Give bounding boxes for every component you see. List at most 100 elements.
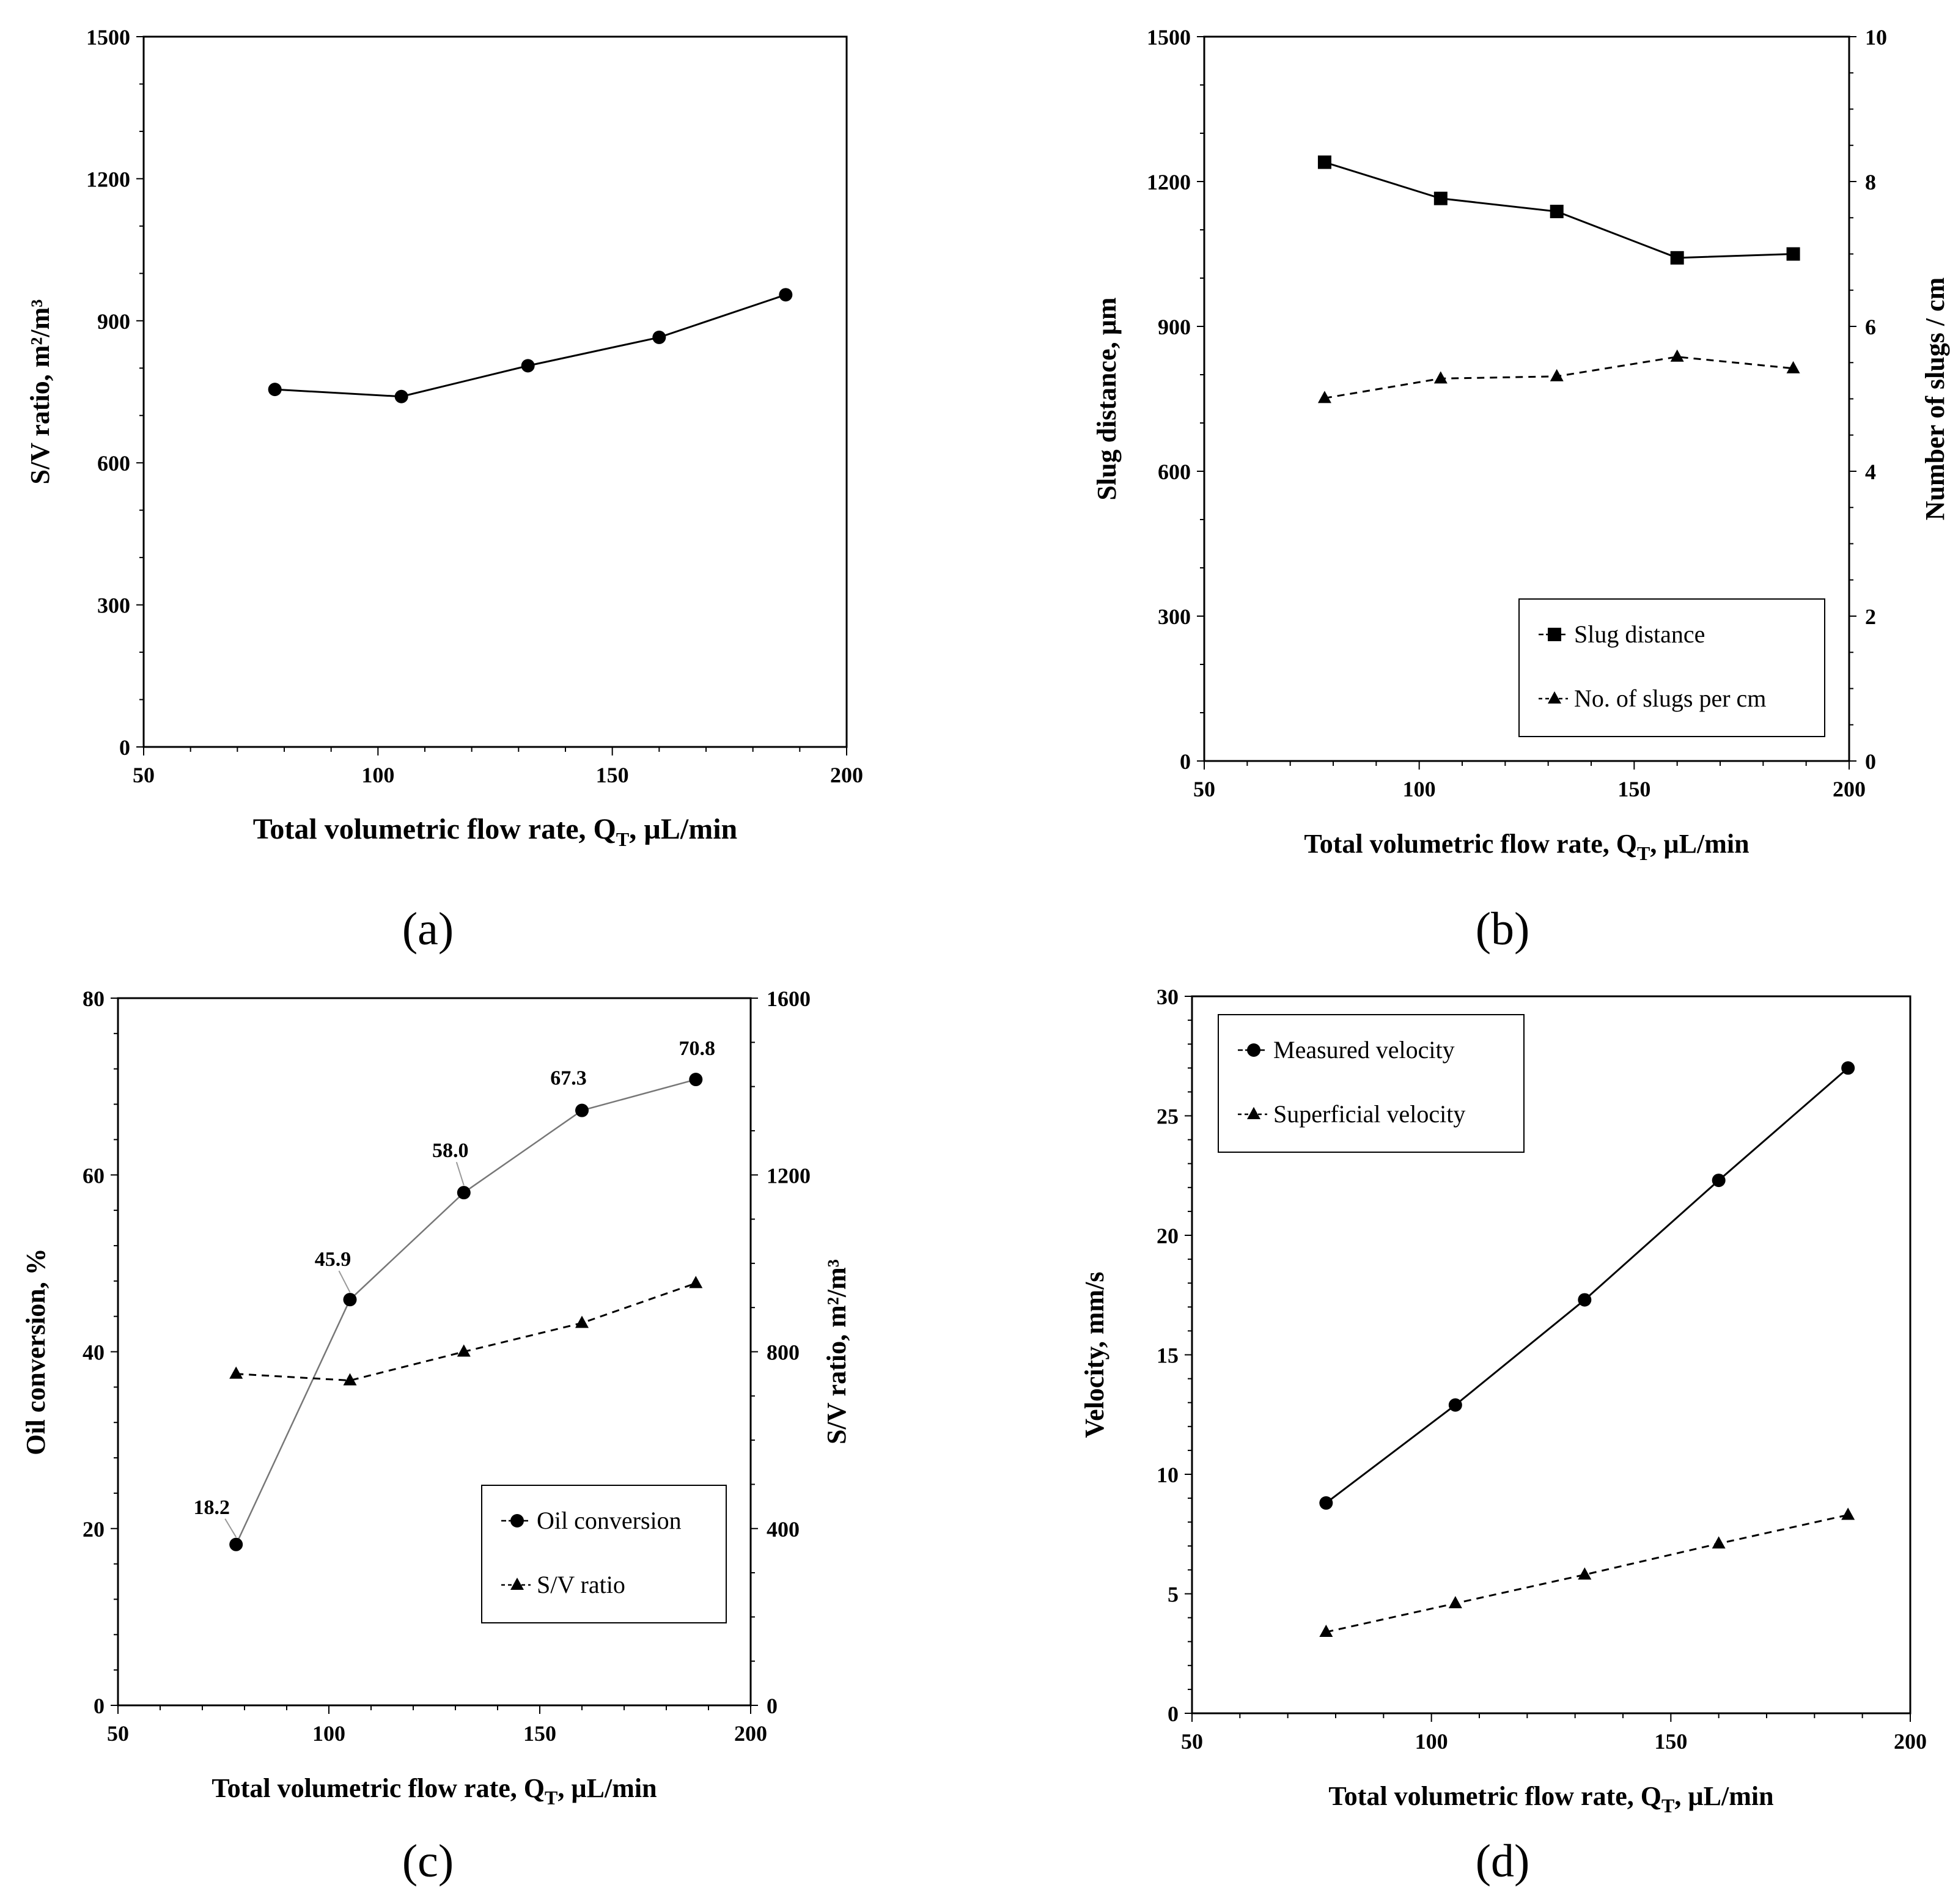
y-tick-label: 60 [83, 1163, 105, 1188]
x-tick-label: 100 [361, 763, 394, 787]
x-tick-label: 50 [1181, 1729, 1203, 1754]
y-tick-label: 20 [1157, 1224, 1179, 1248]
series-line-1 [236, 1282, 696, 1382]
data-label: 67.3 [550, 1067, 587, 1090]
data-point-circle [689, 1073, 703, 1087]
panel-caption: (d) [1476, 1836, 1530, 1887]
x-axis-label-tail: , µL/min [557, 1773, 657, 1803]
x-axis-label: Total volumetric flow rate, QT, µL/min [253, 813, 737, 850]
y2-tick-label: 8 [1865, 170, 1876, 194]
x-tick-label: 100 [1403, 777, 1436, 801]
legend-label: Superficial velocity [1273, 1100, 1465, 1128]
data-point-triangle [1786, 361, 1800, 373]
x-tick-label: 150 [1654, 1729, 1687, 1754]
data-point-circle [1319, 1496, 1333, 1510]
y-tick-label: 300 [1158, 605, 1191, 629]
y2-axis-label: Number of slugs / cm [1920, 278, 1950, 521]
data-point-circle [652, 330, 666, 344]
y-axis-label: Velocity, mm/s [1080, 1271, 1109, 1438]
data-point-triangle [1712, 1536, 1726, 1549]
panel-caption: (c) [402, 1836, 454, 1887]
data-point-triangle [1670, 349, 1684, 362]
y2-tick-label: 2 [1865, 605, 1876, 629]
x-axis-label-tail: , µL/min [1674, 1781, 1773, 1811]
y-tick-label: 1200 [86, 167, 130, 191]
data-point-square [1433, 191, 1448, 205]
x-axis-label-main: Total volumetric flow rate, Q [1328, 1781, 1661, 1811]
y-tick-label: 1500 [1147, 25, 1191, 50]
data-point-circle [1712, 1174, 1726, 1188]
data-point-triangle [457, 1344, 471, 1357]
legend-box [1518, 598, 1825, 737]
x-axis-label-main: Total volumetric flow rate, Q [1304, 829, 1637, 859]
chart-panel-c: 50 100 150 200020406080040080012001600Total… [21, 987, 852, 1887]
data-point-triangle [229, 1366, 243, 1379]
legend-label: Measured velocity [1273, 1036, 1455, 1064]
y2-tick-label: 1600 [767, 987, 811, 1011]
y-axis-label: S/V ratio, m²/m³ [25, 300, 55, 485]
y-tick-label: 80 [83, 987, 105, 1011]
legend-label: Oil conversion [537, 1507, 682, 1534]
y-tick-label: 15 [1157, 1343, 1179, 1368]
data-point-circle [1841, 1061, 1855, 1075]
y-axis-label: Oil conversion, % [21, 1248, 51, 1455]
y-tick-label: 20 [83, 1517, 105, 1542]
data-point-triangle [1841, 1507, 1855, 1520]
y-tick-label: 1500 [86, 25, 130, 50]
x-axis-label: Total volumetric flow rate, QT, µL/min [212, 1773, 657, 1809]
x-axis-label-sub: T [616, 828, 629, 850]
y2-tick-label: 800 [767, 1340, 800, 1365]
panel-caption: (b) [1476, 903, 1530, 955]
x-tick-label: 50 [107, 1721, 129, 1746]
data-label-leader [224, 1518, 237, 1538]
x-tick-label: 200 [1833, 777, 1866, 801]
data-point-triangle [1550, 369, 1564, 381]
x-axis-label-sub: T [1661, 1795, 1674, 1817]
legend-marker-triangle [1548, 691, 1561, 704]
y-tick-label: 0 [1180, 749, 1191, 774]
y2-axis-label: S/V ratio, m²/m³ [822, 1259, 852, 1444]
data-point-square [1550, 204, 1564, 218]
data-point-triangle [1433, 371, 1448, 384]
y-tick-label: 300 [97, 594, 130, 618]
legend: Measured velocity Superficial velocity [1218, 1014, 1525, 1153]
data-point-circle [457, 1186, 471, 1200]
data-label: 58.0 [432, 1139, 469, 1162]
data-point-triangle [689, 1276, 703, 1288]
legend-marker-triangle [510, 1578, 524, 1590]
y2-tick-label: 6 [1865, 315, 1876, 339]
y-tick-label: 900 [97, 309, 130, 334]
data-point-circle [779, 288, 793, 302]
legend: Oil conversion S/V ratio [481, 1485, 727, 1623]
data-label: 18.2 [193, 1496, 230, 1519]
data-point-square [1317, 155, 1331, 169]
y-tick-label: 30 [1157, 985, 1179, 1009]
legend-box [481, 1485, 727, 1623]
y-tick-label: 600 [1158, 460, 1191, 484]
data-point-square [1786, 247, 1800, 261]
legend-label: No. of slugs per cm [1574, 685, 1766, 712]
x-tick-label: 200 [734, 1721, 767, 1746]
x-axis-label-tail: , µL/min [1650, 829, 1749, 859]
y-tick-label: 10 [1157, 1463, 1179, 1487]
x-tick-label: 200 [830, 763, 863, 787]
legend-marker-triangle [1247, 1107, 1260, 1119]
chart-panel-b: 50 100 150 200 0 300 600 900 1200 1500 0 2 4 6 8 10 Tota… [1092, 25, 1950, 955]
data-point-circle [268, 383, 282, 397]
data-label: 70.8 [679, 1037, 716, 1060]
legend-marker-square [1548, 628, 1561, 641]
x-tick-label: 50 [1193, 777, 1215, 801]
y-axis-label: Slug distance, µm [1092, 297, 1122, 500]
plot-frame [142, 35, 848, 748]
x-axis-label-sub: T [1637, 842, 1650, 864]
y-tick-label: 0 [119, 735, 130, 760]
y-tick-label: 1200 [1147, 170, 1191, 194]
x-tick-label: 150 [596, 763, 629, 787]
data-label: 45.9 [315, 1248, 351, 1271]
x-axis-label-main: Total volumetric flow rate, Q [253, 813, 616, 845]
x-axis-label: Total volumetric flow rate, QT, µL/min [1304, 829, 1749, 864]
data-point-circle [1448, 1398, 1462, 1412]
data-point-circle [1578, 1293, 1592, 1307]
y-tick-label: 25 [1157, 1105, 1179, 1129]
